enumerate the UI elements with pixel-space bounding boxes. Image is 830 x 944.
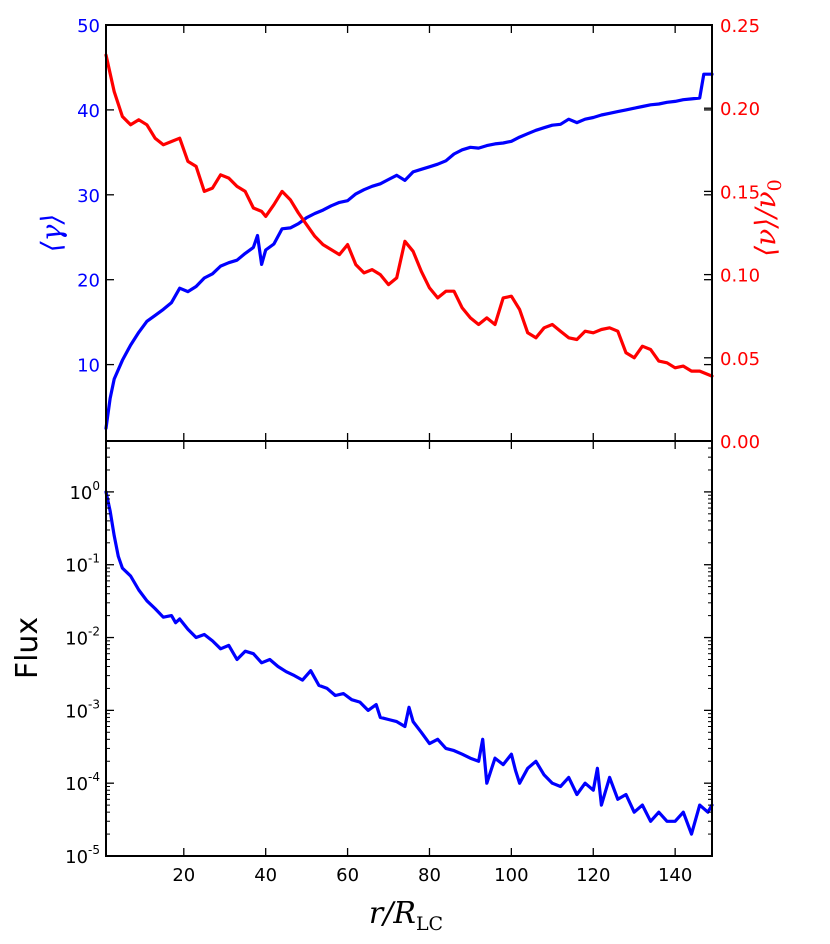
bottom-panel-series (104, 490, 714, 836)
bottom-x-tick-label: 80 (418, 865, 441, 886)
top-left-axis-ticks: 10 20 30 40 50 (77, 16, 712, 377)
x-axis-label: r/RLC (369, 896, 443, 935)
x-axis-label-main: r/R (369, 896, 416, 931)
bottom-x-tick-label: 20 (172, 865, 195, 886)
gamma-series-line (104, 72, 714, 430)
left-axis-tick-label: 40 (77, 101, 100, 122)
right-axis-label-sub: 0 (764, 179, 786, 191)
right-axis-label: ⟨ν⟩/ν0 (749, 179, 786, 256)
flux-tick-label: 10-4 (65, 770, 100, 795)
left-axis-label: ⟨γ⟩ (35, 214, 68, 253)
left-axis-tick-label: 20 (77, 271, 100, 292)
right-axis-tick-label: 0.05 (720, 349, 760, 370)
top-panel-frame (105, 24, 713, 442)
left-axis-tick-label: 30 (77, 186, 100, 207)
flux-tick-label: 10-2 (65, 625, 100, 650)
flux-tick-label: 100 (69, 479, 100, 504)
svg-text:r/RLC: r/RLC (369, 896, 443, 935)
bottom-panel-frame (105, 440, 713, 857)
bottom-x-tick-label: 100 (494, 865, 528, 886)
nu-series-line (104, 53, 714, 378)
flux-tick-label: 10-5 (65, 843, 100, 868)
bottom-x-axis-ticks: 20 40 60 80 100 120 140 (172, 441, 692, 886)
right-axis-label-main: ⟨ν⟩/ν (749, 191, 782, 256)
top-panel-series (104, 53, 714, 430)
right-axis-tick-label: 0.20 (720, 99, 760, 120)
flux-tick-label: 10-1 (65, 552, 100, 577)
right-axis-tick-label: 0.25 (720, 16, 760, 37)
bottom-x-tick-label: 60 (336, 865, 359, 886)
bottom-x-tick-label: 140 (658, 865, 692, 886)
right-axis-tick-label: 0.10 (720, 266, 760, 287)
svg-text:⟨ν⟩/ν0: ⟨ν⟩/ν0 (749, 179, 786, 256)
bottom-x-tick-label: 40 (254, 865, 277, 886)
left-axis-tick-label: 50 (77, 16, 100, 37)
right-axis-tick-label: 0.00 (720, 432, 760, 453)
bottom-y-axis-ticks: 100 10-1 10-2 10-3 10-4 10-5 (65, 440, 712, 868)
flux-axis-label: Flux (10, 617, 45, 679)
x-axis-label-sub: LC (416, 913, 443, 935)
flux-tick-label: 10-3 (65, 697, 100, 722)
right-axis-tick-label: 0.15 (720, 182, 760, 203)
left-axis-tick-label: 10 (77, 356, 100, 377)
flux-series-line (104, 490, 714, 836)
top-right-axis-ticks: 0.00 0.05 0.10 0.15 0.20 0.25 (704, 16, 760, 453)
top-x-axis-ticks (183, 25, 676, 441)
bottom-x-tick-label: 120 (576, 865, 610, 886)
